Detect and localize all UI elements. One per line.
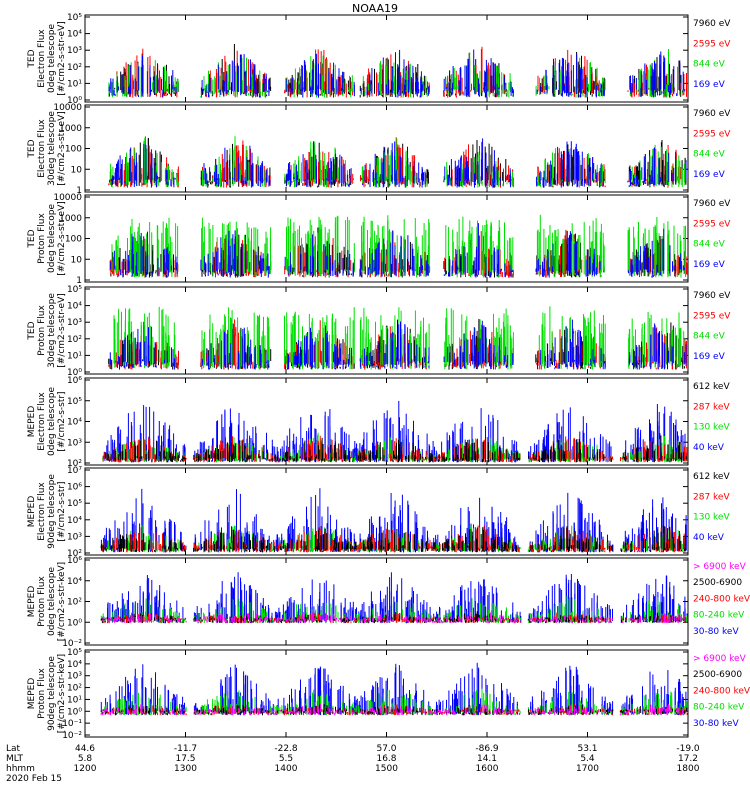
data-marks	[108, 306, 687, 370]
legend-entry: 844 eV	[693, 332, 726, 342]
data-marks	[108, 136, 687, 188]
y-tick-label: 10³	[67, 318, 82, 328]
panel-3: 1 10 100 1000 10000 TED Proton Flux 0deg telesc…	[27, 193, 731, 286]
data-marks	[102, 400, 688, 463]
y-axis-label: 0deg telescope	[47, 204, 57, 274]
y-tick-label: 10³	[67, 46, 82, 56]
y-tick-label: 10000	[53, 193, 82, 203]
y-axis-label: Electron Flux	[37, 392, 47, 451]
y-axis-label: [#/cm2-s-str]	[57, 391, 67, 451]
legend-entry: 612 keV	[693, 382, 730, 392]
y-tick-label: 10²	[67, 335, 82, 345]
y-tick-label: 10⁵	[67, 397, 82, 407]
y-tick-label: 10	[71, 165, 83, 175]
y-axis-label: 0deg telescope	[47, 387, 57, 457]
panel-1: 10⁰ 10¹ 10² 10³ 10⁴ 10⁵ TED Electron Flux 0deg t…	[27, 13, 731, 106]
y-tick-label: 10⁵	[67, 13, 82, 23]
legend-entry: 169 eV	[693, 352, 726, 362]
y-tick-label: 10⁵	[67, 285, 82, 295]
legend-entry: 130 keV	[693, 423, 730, 433]
panel-5: 10² 10³ 10⁴ 10⁵ 10⁶ MEPED Electron Flux 0deg te…	[27, 376, 730, 469]
legend-entry: 2595 eV	[693, 129, 731, 139]
y-tick-label: 1	[76, 276, 82, 286]
y-axis-label: TED	[27, 229, 37, 248]
legend-entry: 7960 eV	[693, 109, 731, 119]
legend-entry: 2595 eV	[693, 39, 731, 49]
legend-entry: 169 eV	[693, 260, 726, 270]
y-axis-label: MEPED	[27, 406, 37, 438]
y-tick-label: 1	[76, 186, 82, 196]
y-tick-label: 10⁶	[67, 376, 82, 386]
y-axis-label: 30deg telescope	[47, 293, 57, 368]
y-tick-label: 10⁴	[67, 302, 82, 312]
y-tick-label: 10⁴	[67, 30, 82, 40]
legend-entry: 844 eV	[693, 60, 726, 70]
y-tick-label: 10¹	[67, 79, 82, 89]
y-axis-label: Proton Flux	[37, 213, 47, 264]
y-tick-label: 10⁴	[67, 418, 82, 428]
y-axis-label: [#/cm2-s-str-eV]	[57, 111, 67, 186]
y-tick-label: 10	[71, 255, 83, 265]
panel-4: 10⁰ 10¹ 10² 10³ 10⁴ 10⁵ TED Proton Flux 30deg te…	[27, 285, 731, 378]
legend-entry: 169 eV	[693, 170, 726, 180]
y-axis-label: 0deg telescope	[47, 24, 57, 94]
y-axis-label: TED	[27, 49, 37, 68]
legend-entry: 844 eV	[693, 240, 726, 250]
y-tick-label: 100	[65, 145, 82, 155]
legend-entry: 287 keV	[693, 402, 730, 412]
y-tick-label: 10²	[67, 63, 82, 73]
y-tick-label: 10¹	[67, 351, 82, 361]
chart-title: NOAA19	[351, 2, 399, 15]
y-tick-label: 1000	[59, 214, 82, 224]
legend-entry: 2595 eV	[693, 219, 731, 229]
legend-entry: 2595 eV	[693, 311, 731, 321]
y-axis-label: [#/cm2-s-str-eV]	[57, 21, 67, 96]
y-axis-label: TED	[27, 139, 37, 158]
data-marks	[109, 214, 688, 278]
y-tick-label: 10000	[53, 103, 82, 113]
panel-2: 1 10 100 1000 10000 TED Electron Flux 30deg tel…	[27, 103, 731, 196]
legend-entry: 40 keV	[693, 443, 725, 453]
y-tick-label: 10⁰	[67, 368, 82, 378]
y-axis-label: Proton Flux	[37, 305, 47, 356]
legend-entry: 7960 eV	[693, 19, 731, 29]
y-tick-label: 10⁰	[67, 96, 82, 106]
y-tick-label: 100	[65, 235, 82, 245]
y-axis-label: Electron Flux	[37, 119, 47, 178]
data-marks	[108, 44, 687, 98]
y-axis-label: Electron Flux	[37, 29, 47, 88]
y-axis-label: 30deg telescope	[47, 111, 57, 186]
legend-entry: 169 eV	[693, 80, 726, 90]
y-axis-label: [#/cm2-s-str-eV]	[57, 293, 67, 368]
legend-entry: 7960 eV	[693, 291, 731, 301]
legend-entry: 7960 eV	[693, 199, 731, 209]
y-tick-label: 10²	[67, 459, 82, 469]
y-axis-label: TED	[27, 321, 37, 340]
y-tick-label: 1000	[59, 124, 82, 134]
legend-entry: 844 eV	[693, 150, 726, 160]
y-tick-label: 10³	[67, 438, 82, 448]
y-axis-label: [#/cm2-s-str-eV]	[57, 201, 67, 276]
